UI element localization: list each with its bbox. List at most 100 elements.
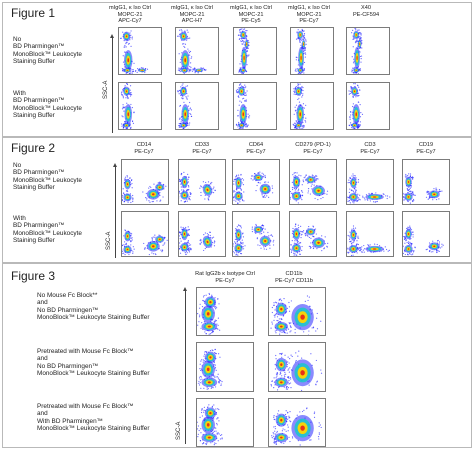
event-dot (203, 387, 205, 389)
event-dot (264, 174, 266, 177)
event-dot (432, 199, 434, 201)
event-dot (241, 198, 244, 200)
event-dot (245, 70, 248, 72)
event-dot (441, 243, 443, 245)
event-dot (237, 254, 239, 256)
event-dot (180, 86, 182, 88)
event-dot (148, 187, 150, 189)
event-dot (309, 305, 311, 307)
event-dot (177, 35, 179, 37)
event-dot (236, 252, 238, 254)
event-dot (360, 38, 362, 40)
event-dot (123, 244, 125, 246)
event-dot (353, 202, 355, 204)
event-dot (303, 61, 306, 64)
event-dot (366, 198, 368, 200)
event-dot (320, 320, 322, 322)
event-dot (200, 369, 202, 372)
event-dot (360, 248, 362, 251)
event-dot (256, 184, 258, 187)
event-dot (303, 177, 305, 179)
event-dot (273, 319, 275, 322)
figure3-y-axis-arrow (183, 287, 187, 444)
event-dot (211, 294, 213, 296)
event-dot (362, 195, 364, 197)
event-dot (259, 182, 261, 184)
event-dot (265, 181, 267, 183)
event-dot (271, 323, 273, 325)
event-dot (428, 191, 430, 193)
event-dot (298, 73, 300, 74)
event-dot (290, 190, 292, 193)
event-dot (203, 68, 206, 71)
event-dot (355, 177, 357, 179)
event-dot (403, 252, 404, 255)
event-dot (213, 444, 215, 446)
event-dot (186, 200, 188, 202)
event-dot (240, 189, 242, 191)
event-dot (221, 437, 223, 439)
event-dot (305, 40, 307, 42)
event-dot (411, 178, 414, 180)
density-contour-3 (184, 58, 187, 63)
event-dot (314, 197, 316, 200)
event-dot (286, 416, 288, 418)
density-contour-3 (184, 112, 186, 117)
event-dot (317, 199, 319, 201)
event-dot (132, 69, 134, 71)
event-dot (305, 117, 307, 119)
density-contour-3 (300, 314, 305, 320)
figure2-row2-label: With BD Pharmingen™ MonoBlock™ Leukocyte… (13, 215, 82, 245)
event-dot (198, 382, 200, 384)
event-dot (132, 194, 134, 197)
event-dot (233, 191, 235, 193)
event-dot (348, 238, 351, 240)
event-dot (310, 185, 312, 187)
event-dot (197, 324, 199, 326)
event-dot (295, 59, 297, 61)
event-dot (178, 69, 181, 72)
event-dot (136, 71, 138, 73)
figure1-y-axis-label: SSC-A (103, 80, 109, 99)
event-dot (243, 97, 245, 100)
event-dot (301, 96, 303, 98)
event-dot (357, 85, 359, 87)
density-contour-3 (353, 124, 356, 126)
event-dot (278, 299, 280, 301)
event-dot (207, 388, 209, 390)
event-dot (235, 90, 238, 92)
event-dot (199, 379, 201, 381)
event-dot (312, 245, 314, 248)
event-dot (132, 252, 134, 255)
event-dot (199, 307, 201, 309)
event-dot (162, 244, 164, 246)
event-dot (182, 98, 184, 100)
event-dot (320, 369, 322, 371)
event-dot (358, 101, 360, 103)
event-dot (265, 248, 268, 250)
event-dot (142, 67, 144, 69)
event-dot (201, 378, 203, 380)
event-dot (122, 107, 124, 109)
event-dot (216, 424, 218, 426)
figure2-panel: Figure 2 No BD Pharmingen™ MonoBlock™ Le… (2, 137, 472, 263)
event-dot (287, 426, 289, 428)
event-dot (426, 248, 428, 250)
event-dot (199, 368, 201, 370)
event-dot (155, 253, 157, 256)
event-dot (245, 126, 247, 128)
event-dot (287, 328, 290, 330)
event-dot (191, 70, 194, 72)
event-dot (428, 250, 431, 253)
event-dot (188, 176, 190, 178)
event-dot (129, 73, 131, 74)
density-contour-3 (352, 233, 355, 236)
figure3-plot-r3c1 (196, 398, 254, 447)
event-dot (312, 326, 315, 328)
event-dot (239, 100, 241, 102)
event-dot (152, 200, 154, 203)
density-plot-graphic (237, 28, 250, 74)
event-dot (122, 69, 124, 71)
event-dot (281, 318, 283, 321)
event-dot (215, 442, 217, 445)
